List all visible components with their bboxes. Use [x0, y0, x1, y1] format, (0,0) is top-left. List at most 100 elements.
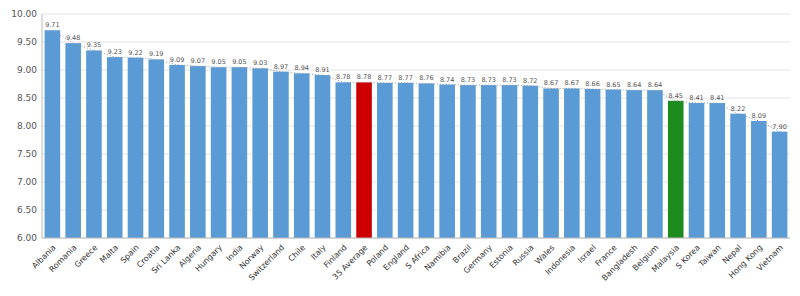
x-tick-label: Switzerland: [247, 243, 286, 282]
bar: [522, 86, 538, 238]
bars: [45, 30, 788, 238]
y-tick-label: 6.00: [17, 233, 37, 243]
data-label: 8.66: [585, 80, 599, 88]
data-label: 9.07: [191, 57, 205, 65]
bar: [439, 85, 455, 238]
data-label: 9.19: [149, 50, 163, 58]
bar: [398, 83, 414, 238]
data-label: 8.65: [606, 81, 620, 89]
data-label: 9.09: [170, 56, 184, 64]
data-label: 9.03: [253, 59, 267, 67]
bar: [252, 68, 268, 238]
x-tick-label: Hungary: [193, 243, 224, 274]
data-label: 8.45: [668, 92, 682, 100]
data-label: 8.76: [419, 74, 433, 82]
data-label: 9.05: [211, 58, 225, 66]
data-label: 9.71: [45, 21, 59, 29]
bar: [647, 90, 663, 238]
bar: [148, 59, 164, 238]
x-axis: AlbaniaRomaniaGreeceMaltaSpainCroatiaSri…: [30, 243, 785, 283]
x-tick-label: S Korea: [674, 243, 702, 271]
x-tick-label: 35 Average: [331, 243, 370, 282]
bar: [107, 57, 123, 238]
bar: [730, 114, 746, 238]
bar: [377, 83, 393, 238]
bar: [294, 73, 310, 238]
x-tick-label: Romania: [47, 243, 78, 274]
data-label: 8.97: [274, 63, 288, 71]
data-label: 8.64: [627, 81, 641, 89]
data-label: 8.73: [461, 76, 475, 84]
data-label: 8.73: [502, 76, 516, 84]
bar: [419, 83, 435, 238]
grid: [42, 14, 790, 238]
x-tick-label: Taiwan: [696, 243, 722, 269]
data-label: 8.09: [752, 112, 766, 120]
x-tick-label: Estonia: [488, 243, 515, 270]
data-label: 8.72: [523, 77, 537, 85]
bar: [709, 103, 725, 238]
x-tick-label: Greece: [73, 243, 100, 270]
x-tick-label: Vietnam: [755, 243, 785, 273]
y-tick-label: 8.50: [17, 93, 37, 103]
data-label: 9.35: [87, 41, 101, 49]
x-tick-label: Malaysia: [650, 243, 681, 274]
data-label: 8.74: [440, 76, 454, 84]
data-label: 8.77: [378, 74, 392, 82]
data-label: 8.78: [336, 73, 350, 81]
bar: [543, 88, 559, 238]
bar: [273, 72, 289, 238]
x-tick-label: Russia: [511, 243, 536, 268]
data-label: 8.67: [565, 79, 579, 87]
grid-line: [42, 238, 790, 239]
data-label: 9.22: [128, 49, 142, 57]
data-label: 8.64: [648, 81, 662, 89]
data-label: 8.91: [315, 66, 329, 74]
data-label: 9.48: [66, 34, 80, 42]
bar: [668, 101, 684, 238]
y-tick-label: 9.50: [17, 37, 37, 47]
bar: [772, 132, 788, 238]
x-tick-label: Germany: [462, 243, 495, 276]
bar: [626, 90, 642, 238]
bar: [460, 85, 476, 238]
bar: [335, 82, 351, 238]
data-label: 8.41: [710, 94, 724, 102]
data-label: 8.41: [689, 94, 703, 102]
grid-line: [42, 42, 790, 43]
y-tick-label: 6.50: [17, 205, 37, 215]
bar: [169, 65, 185, 238]
data-label: 8.77: [398, 74, 412, 82]
x-tick-label: Hong Kong: [727, 243, 764, 280]
data-label: 8.94: [294, 64, 308, 72]
data-label: 8.67: [544, 79, 558, 87]
y-tick-label: 9.00: [17, 65, 37, 75]
y-tick-label: 7.00: [17, 177, 37, 187]
x-tick-label: Namibia: [423, 243, 453, 273]
chart: 6.00 6.50 7.00 7.50 8.00 8.50 9.00 9.50 10.00 9.7…: [0, 0, 800, 296]
data-labels: 9.719.489.359.239.229.199.099.079.059.05…: [45, 21, 787, 130]
data-label: 7.90: [772, 123, 786, 131]
grid-line: [42, 14, 790, 15]
bar: [190, 66, 206, 238]
y-axis: 6.00 6.50 7.00 7.50 8.00 8.50 9.00 9.50 10.00: [11, 9, 37, 243]
bar: [564, 88, 580, 238]
y-tick-label: 8.00: [17, 121, 37, 131]
bar: [689, 103, 705, 238]
bar: [502, 85, 518, 238]
y-tick-label: 10.00: [11, 9, 37, 19]
x-tick-label: Sri Lanka: [150, 243, 183, 276]
x-tick-label: Chile: [287, 243, 308, 264]
bar: [751, 121, 767, 238]
trend-line: [52, 30, 779, 131]
data-label: 8.73: [481, 76, 495, 84]
x-tick-label: Malta: [98, 243, 120, 265]
x-tick-label: Indonesia: [543, 243, 577, 277]
bar: [585, 89, 601, 238]
bar: [481, 85, 497, 238]
bar: [606, 90, 622, 238]
data-label: 9.05: [232, 58, 246, 66]
y-tick-label: 7.50: [17, 149, 37, 159]
bar: [128, 58, 144, 238]
y-axis-line: [42, 14, 43, 238]
